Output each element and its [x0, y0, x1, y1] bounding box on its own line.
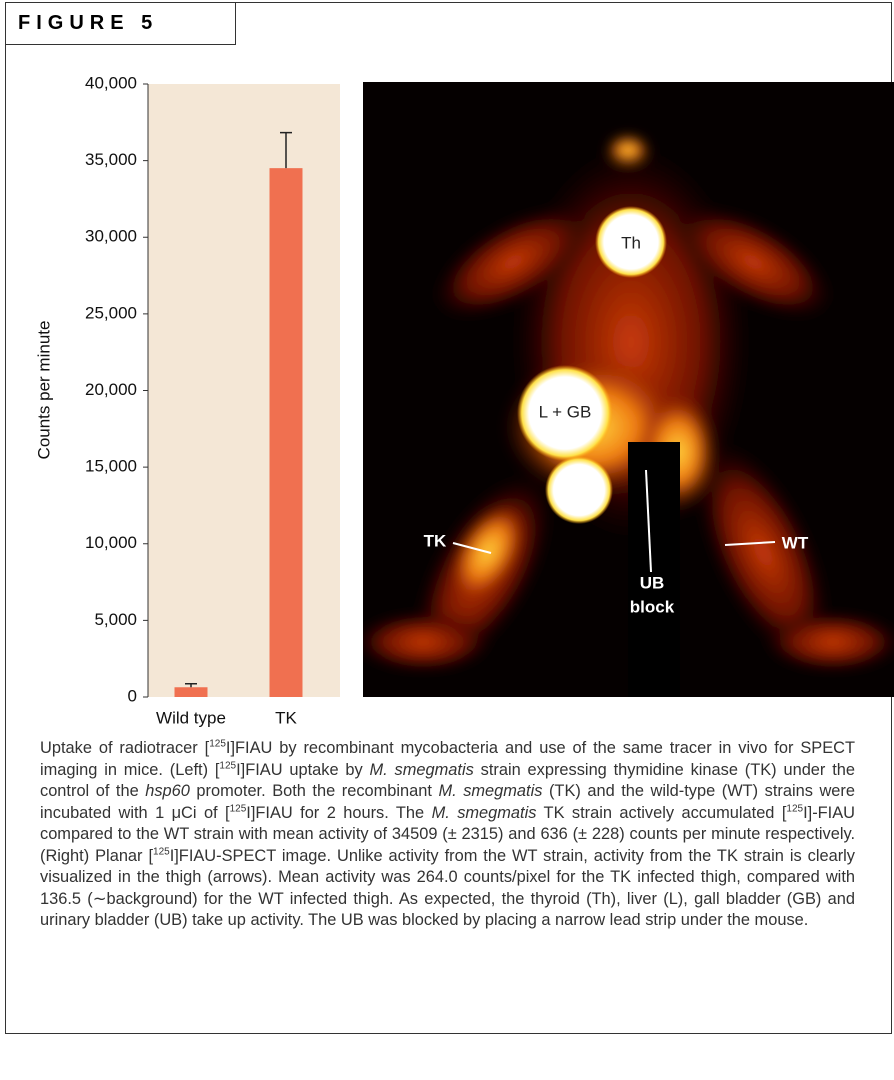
caption-run: 125 [209, 738, 226, 750]
liver-blob [517, 365, 613, 461]
gb-blob [545, 456, 613, 524]
error-bar [185, 683, 197, 688]
bar [269, 168, 303, 698]
x-tick-label: Wild type [156, 708, 226, 727]
caption-run: I]FIAU uptake by [236, 760, 370, 779]
y-tick-label: 35,000 [85, 150, 137, 169]
caption-run: I]-FIAU compared to the WT strain with m… [40, 803, 855, 865]
image-label: TK [424, 531, 447, 550]
caption-run: 125 [786, 803, 804, 815]
figure-caption: Uptake of radiotracer [125I]FIAU by reco… [40, 738, 855, 932]
y-tick-label: 25,000 [85, 303, 137, 322]
image-label: WT [782, 533, 809, 552]
image-label: block [630, 597, 675, 616]
caption-run: M. smegmatis [438, 782, 543, 800]
caption-run: I]FIAU-SPECT image. Unlike activity from… [40, 846, 855, 930]
caption-run: Uptake of radiotracer [ [40, 739, 210, 757]
y-tick-label: 15,000 [85, 457, 137, 476]
y-axis-label: Counts per minute [34, 321, 53, 460]
ub-block-strip [628, 442, 680, 697]
spect-image: Th L + GB TK WT UB block [363, 82, 894, 697]
image-label: UB [640, 573, 665, 592]
caption-run: 125 [219, 760, 237, 772]
bar-chart: Counts per minute 0 5,000 10,000 15,000 20,0… [34, 73, 340, 727]
y-tick-label: 10,000 [85, 533, 137, 552]
y-tick-label: 30,000 [85, 227, 137, 246]
image-label: L + GB [539, 402, 592, 421]
bar [174, 687, 208, 697]
caption-run: (TK) and the wild-type (WT) strains were… [40, 782, 855, 822]
y-tick-label: 5,000 [94, 610, 137, 629]
x-tick-label: TK [275, 708, 297, 727]
caption-run: I]FIAU for 2 hours. The [246, 803, 432, 822]
caption-run: M. smegmatis [369, 760, 474, 779]
caption-run: promoter. Both the recombinant [189, 782, 439, 800]
image-label: Th [621, 233, 641, 252]
tk-arrow [452, 542, 492, 554]
caption-run: TK strain actively accumulated [ [536, 803, 787, 822]
caption-run: 125 [153, 846, 170, 858]
ub-arrow [645, 469, 652, 573]
caption-run: M. smegmatis [431, 803, 537, 822]
thyroid-blob [595, 206, 667, 278]
plot-background [148, 84, 340, 697]
wt-arrow [724, 541, 776, 546]
caption-run: I]FIAU by recombinant mycobacteria and u… [40, 739, 855, 779]
y-tick-label: 40,000 [85, 73, 137, 92]
figure-label: FIGURE 5 [5, 2, 236, 45]
y-tick-label: 20,000 [85, 380, 137, 399]
caption-run: hsp60 [145, 782, 190, 800]
y-tick-label: 0 [128, 686, 137, 705]
caption-run: 125 [229, 803, 247, 815]
error-bar [280, 131, 292, 169]
caption-run: strain expressing thymidine kinase (TK) … [40, 760, 855, 801]
